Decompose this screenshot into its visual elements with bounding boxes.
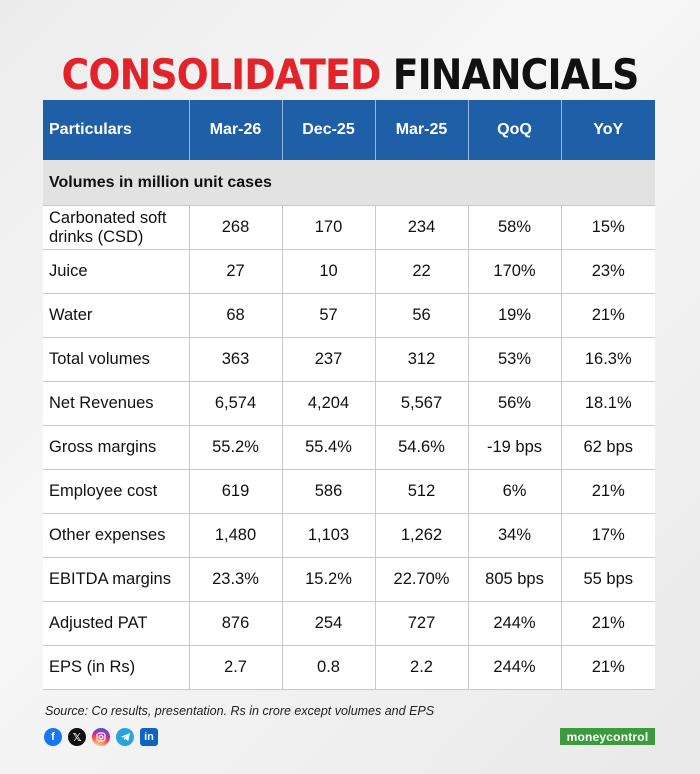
table-cell: 1,103 — [281, 513, 375, 558]
table-cell: 68 — [188, 293, 282, 338]
table-cell: 55.2% — [188, 425, 282, 470]
table-row: EBITDA margins 23.3% 15.2% 22.70% 805 bps 55 … — [43, 557, 655, 602]
instagram-icon[interactable] — [92, 728, 110, 746]
section-row: Volumes in million unit cases — [43, 160, 655, 206]
title-part-red: CONSOLIDATED — [61, 50, 382, 99]
table-cell: 23% — [560, 249, 655, 294]
table-cell: 6% — [467, 469, 561, 514]
row-label: EBITDA margins — [43, 557, 189, 602]
table-cell: 1,480 — [188, 513, 282, 558]
row-label: Net Revenues — [43, 381, 189, 426]
table-cell: 170% — [467, 249, 561, 294]
table-cell: 5,567 — [374, 381, 468, 426]
table-cell: 619 — [188, 469, 282, 514]
header-qoq: QoQ — [467, 100, 561, 160]
table-cell: 21% — [560, 601, 655, 646]
table-cell: 16.3% — [560, 337, 655, 382]
table-row: Employee cost 619 586 512 6% 21% — [43, 469, 655, 514]
table-cell: 53% — [467, 337, 561, 382]
table-row: Carbonated soft drinks (CSD) 268 170 234 58%… — [43, 205, 655, 250]
table-row: Adjusted PAT 876 254 727 244% 21% — [43, 601, 655, 646]
table-cell: 15% — [560, 205, 655, 250]
row-label: Gross margins — [43, 425, 189, 470]
table-cell: 244% — [467, 601, 561, 646]
table-cell: 363 — [188, 337, 282, 382]
table-cell: 62 bps — [560, 425, 655, 470]
table-header-row: Particulars Mar-26 Dec-25 Mar-25 QoQ YoY — [43, 100, 655, 160]
table-row: EPS (in Rs) 2.7 0.8 2.2 244% 21% — [43, 645, 655, 690]
row-label: Juice — [43, 249, 189, 294]
table-cell: 23.3% — [188, 557, 282, 602]
table-cell: 586 — [281, 469, 375, 514]
financials-table: Particulars Mar-26 Dec-25 Mar-25 QoQ YoY… — [43, 100, 655, 690]
table-cell: 55.4% — [281, 425, 375, 470]
table-row: Net Revenues 6,574 4,204 5,567 56% 18.1% — [43, 381, 655, 426]
page-title: CONSOLIDATED FINANCIALS — [35, 50, 665, 100]
table-cell: 56 — [374, 293, 468, 338]
header-yoy: YoY — [560, 100, 655, 160]
social-links: f 𝕏 in — [44, 728, 158, 746]
table-cell: 34% — [467, 513, 561, 558]
table-cell: 6,574 — [188, 381, 282, 426]
table-cell: 10 — [281, 249, 375, 294]
facebook-icon[interactable]: f — [44, 728, 62, 746]
table-cell: 17% — [560, 513, 655, 558]
table-cell: 27 — [188, 249, 282, 294]
section-label: Volumes in million unit cases — [43, 160, 655, 206]
table-cell: 18.1% — [560, 381, 655, 426]
header-particulars: Particulars — [43, 100, 189, 160]
linkedin-icon[interactable]: in — [140, 728, 158, 746]
row-label: Adjusted PAT — [43, 601, 189, 646]
table-cell: 512 — [374, 469, 468, 514]
table-cell: 56% — [467, 381, 561, 426]
table-row: Gross margins 55.2% 55.4% 54.6% -19 bps 62 bp… — [43, 425, 655, 470]
header-mar-25: Mar-25 — [374, 100, 468, 160]
table-cell: 170 — [281, 205, 375, 250]
table-cell: 727 — [374, 601, 468, 646]
table-cell: 244% — [467, 645, 561, 690]
table-row: Total volumes 363 237 312 53% 16.3% — [43, 337, 655, 382]
x-icon[interactable]: 𝕏 — [68, 728, 86, 746]
table-cell: 876 — [188, 601, 282, 646]
table-cell: 58% — [467, 205, 561, 250]
table-row: Water 68 57 56 19% 21% — [43, 293, 655, 338]
row-label: Employee cost — [43, 469, 189, 514]
table-cell: 312 — [374, 337, 468, 382]
header-mar-26: Mar-26 — [188, 100, 282, 160]
table-cell: 2.2 — [374, 645, 468, 690]
row-label: Water — [43, 293, 189, 338]
row-label: Carbonated soft drinks (CSD) — [43, 205, 189, 250]
table-cell: 22.70% — [374, 557, 468, 602]
table-cell: 805 bps — [467, 557, 561, 602]
table-cell: 55 bps — [560, 557, 655, 602]
table-cell: 21% — [560, 645, 655, 690]
row-label: Other expenses — [43, 513, 189, 558]
row-label: EPS (in Rs) — [43, 645, 189, 690]
table-cell: 15.2% — [281, 557, 375, 602]
table-cell: 254 — [281, 601, 375, 646]
table-cell: 268 — [188, 205, 282, 250]
table-cell: 21% — [560, 469, 655, 514]
table-cell: 0.8 — [281, 645, 375, 690]
moneycontrol-logo: moneycontrol — [560, 728, 655, 745]
row-label: Total volumes — [43, 337, 189, 382]
table-cell: 54.6% — [374, 425, 468, 470]
table-cell: 57 — [281, 293, 375, 338]
table-cell: 21% — [560, 293, 655, 338]
table-cell: -19 bps — [467, 425, 561, 470]
table-row: Juice 27 10 22 170% 23% — [43, 249, 655, 294]
header-dec-25: Dec-25 — [281, 100, 375, 160]
table-cell: 2.7 — [188, 645, 282, 690]
telegram-icon[interactable] — [116, 728, 134, 746]
table-cell: 19% — [467, 293, 561, 338]
source-note: Source: Co results, presentation. Rs in … — [45, 704, 435, 718]
table-cell: 237 — [281, 337, 375, 382]
table-cell: 234 — [374, 205, 468, 250]
title-part-black: FINANCIALS — [392, 50, 640, 99]
table-cell: 4,204 — [281, 381, 375, 426]
table-cell: 1,262 — [374, 513, 468, 558]
table-row: Other expenses 1,480 1,103 1,262 34% 17% — [43, 513, 655, 558]
table-cell: 22 — [374, 249, 468, 294]
